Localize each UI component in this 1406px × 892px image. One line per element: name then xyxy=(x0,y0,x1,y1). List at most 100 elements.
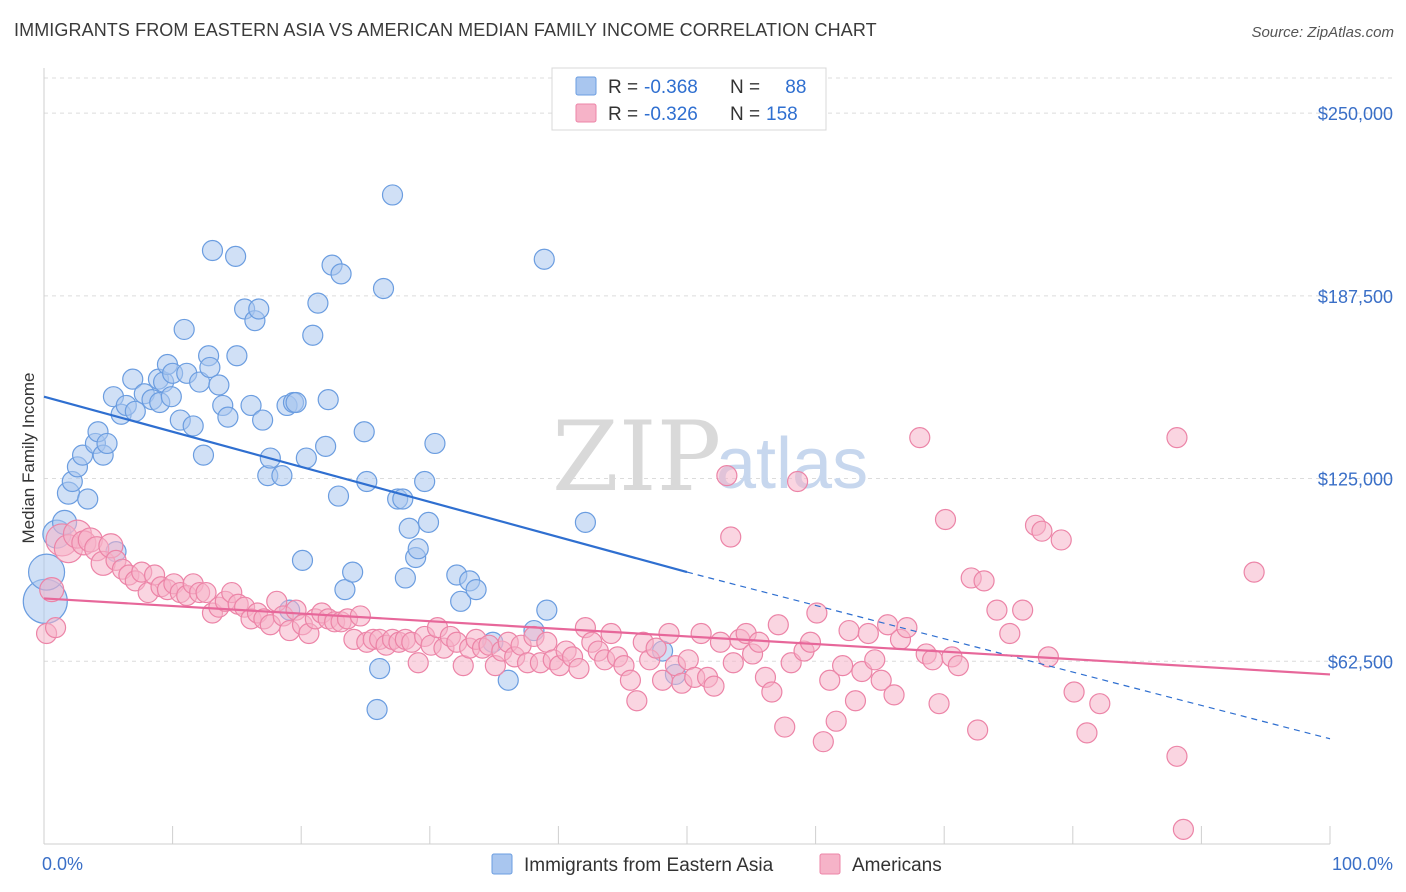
immigrants-point xyxy=(327,485,350,507)
immigrants-point xyxy=(366,698,388,721)
immigrants-point xyxy=(372,277,395,300)
immigrants-point xyxy=(96,432,118,455)
series-immigrants-points xyxy=(22,184,687,721)
americans-point xyxy=(1172,818,1194,840)
americans-point xyxy=(658,622,680,645)
immigrants-point xyxy=(295,447,317,469)
americans-point xyxy=(767,614,789,636)
americans-point xyxy=(947,655,969,677)
immigrants-point xyxy=(225,245,247,267)
americans-point xyxy=(1031,520,1053,542)
grid-lines xyxy=(44,77,1395,662)
americans-point xyxy=(786,470,809,493)
americans-point xyxy=(1076,722,1098,744)
y-tick-labels: $62,500 $125,000 $187,500 $250,000 xyxy=(1318,104,1393,672)
americans-point xyxy=(864,649,886,671)
bottom-legend: Immigrants from Eastern Asia Americans xyxy=(491,853,942,876)
americans-point xyxy=(690,622,712,645)
americans-point xyxy=(39,577,65,603)
americans-point xyxy=(1166,745,1188,767)
americans-point xyxy=(600,622,622,645)
immigrants-point xyxy=(182,415,204,437)
immigrants-point xyxy=(302,324,324,346)
immigrants-point xyxy=(248,298,270,320)
legend-n-label-immigrants: N = xyxy=(730,77,760,98)
immigrants-point xyxy=(536,599,558,621)
legend-r-value-immigrants: -0.368 xyxy=(644,77,698,98)
legend-n-value-americans: 158 xyxy=(766,104,798,125)
y-tick-label: $125,000 xyxy=(1318,470,1393,490)
bottom-legend-label-americans: Americans xyxy=(852,855,942,876)
americans-point xyxy=(986,599,1008,621)
americans-point xyxy=(1063,681,1085,703)
bottom-legend-swatch-americans xyxy=(819,853,841,875)
immigrants-point xyxy=(407,538,429,560)
americans-point xyxy=(825,710,847,732)
americans-point xyxy=(722,652,744,674)
immigrants-point xyxy=(574,511,597,533)
watermark-zip: ZIP xyxy=(552,401,721,513)
y-tick-label: $187,500 xyxy=(1318,287,1393,307)
immigrants-point xyxy=(381,184,404,206)
immigrants-point xyxy=(307,292,329,314)
immigrants-point xyxy=(173,318,195,341)
immigrants-point xyxy=(240,394,262,417)
legend-swatch-immigrants xyxy=(575,76,597,96)
americans-point xyxy=(870,669,892,691)
americans-point xyxy=(967,719,989,741)
trend-lines xyxy=(43,395,1331,740)
legend: R = -0.368 N = 88 R = -0.326 N = 158 xyxy=(551,67,827,131)
immigrants-point xyxy=(394,567,416,589)
americans-point xyxy=(716,465,738,487)
legend-r-label-immigrants: R = xyxy=(608,77,638,98)
immigrants-point xyxy=(77,488,99,510)
americans-point xyxy=(709,631,732,653)
americans-point xyxy=(407,652,429,674)
americans-point xyxy=(838,619,860,642)
legend-n-value-immigrants: 88 xyxy=(780,77,806,98)
watermark: ZIP atlas xyxy=(552,401,868,513)
immigrants-point xyxy=(465,579,487,601)
americans-point xyxy=(857,622,879,645)
immigrants-point xyxy=(342,561,364,583)
series-americans-points xyxy=(35,427,1265,840)
americans-point xyxy=(774,716,796,738)
americans-point xyxy=(1243,561,1265,583)
americans-point xyxy=(1050,529,1072,551)
immigrants-point xyxy=(317,389,339,411)
immigrants-point xyxy=(334,579,356,601)
americans-point xyxy=(761,681,783,703)
immigrants-point xyxy=(124,400,146,422)
immigrants-point xyxy=(369,657,391,680)
americans-point xyxy=(1012,599,1034,621)
americans-point xyxy=(844,690,867,712)
legend-swatch-americans xyxy=(575,103,597,123)
americans-point xyxy=(934,508,957,531)
immigrants-point xyxy=(356,470,378,493)
immigrants-point xyxy=(217,406,239,428)
americans-point xyxy=(928,693,950,715)
immigrants-point xyxy=(192,444,215,466)
watermark-atlas: atlas xyxy=(716,424,868,504)
immigrants-point xyxy=(330,263,352,285)
americans-point xyxy=(1089,693,1111,715)
immigrants-point xyxy=(226,345,248,367)
americans-point xyxy=(999,622,1021,645)
immigrants-point xyxy=(315,435,337,457)
trend-line-immigrants xyxy=(43,395,688,574)
immigrants-point xyxy=(271,465,293,487)
legend-box xyxy=(551,67,827,131)
immigrants-point xyxy=(285,391,307,414)
immigrants-point xyxy=(252,409,274,431)
immigrants-point xyxy=(208,374,230,396)
source-credit: Source: ZipAtlas.com xyxy=(1251,24,1394,41)
bottom-legend-label-immigrants: Immigrants from Eastern Asia xyxy=(524,855,774,876)
americans-point xyxy=(806,602,828,624)
legend-r-value-americans: -0.326 xyxy=(644,104,698,125)
americans-point xyxy=(819,669,841,691)
y-tick-label: $250,000 xyxy=(1318,104,1393,124)
axes xyxy=(43,68,1331,845)
immigrants-point xyxy=(160,386,182,408)
americans-point xyxy=(1166,427,1188,449)
